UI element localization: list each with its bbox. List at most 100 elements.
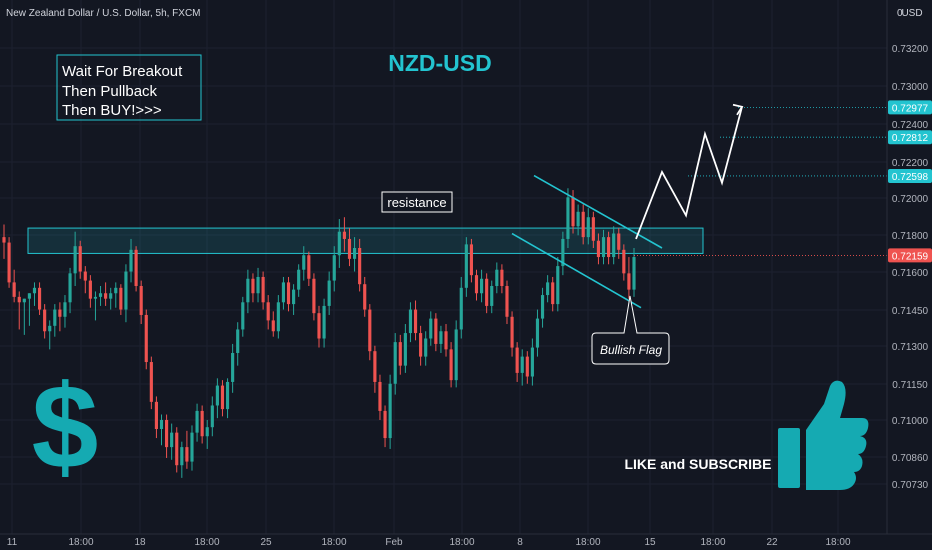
candle-body: [627, 273, 631, 290]
flag-upper-line: [533, 174, 663, 249]
resistance-label: resistance: [387, 195, 446, 210]
cta-label: LIKE and SUBSCRIBE: [624, 456, 771, 472]
x-tick-label: 18:00: [825, 537, 850, 548]
candle-body: [119, 287, 123, 310]
y-axis[interactable]: 0.73200 0.73000 0.72400 0.72200 0.72000 0.718…: [888, 44, 932, 491]
strategy-line-2: Then Pullback: [62, 83, 158, 100]
y-tick-label: 0.71800: [892, 231, 929, 242]
candle-body: [469, 244, 473, 276]
candle-body: [32, 287, 37, 294]
candle-body: [332, 255, 336, 281]
projected-arrowhead: [732, 103, 744, 116]
candle-body: [530, 347, 534, 377]
candle-body: [480, 278, 484, 294]
candle-body: [200, 410, 204, 437]
candle-body: [449, 349, 453, 381]
candles: [2, 188, 636, 478]
candle-body: [586, 217, 590, 238]
x-tick-label: 18:00: [700, 537, 725, 548]
candle-body: [566, 197, 570, 239]
x-tick-label: 18:00: [321, 537, 346, 548]
candle-body: [251, 278, 255, 294]
candle-body: [612, 233, 616, 258]
candle-body: [459, 287, 463, 330]
drawings: [511, 103, 887, 309]
strategy-box: [56, 54, 202, 121]
candle-body: [373, 351, 377, 382]
candle-body: [190, 432, 194, 462]
y-tick-label: 0.70860: [892, 453, 929, 464]
candle-body: [12, 282, 16, 297]
candle-body: [68, 273, 72, 303]
strategy-line-1: Wait For Breakout: [62, 63, 183, 80]
candle-body: [352, 247, 357, 259]
price-badge: [888, 248, 932, 263]
candle-body: [434, 318, 438, 344]
candle-body: [48, 325, 52, 332]
candle-body: [175, 432, 179, 466]
x-tick-label: 18:00: [575, 537, 600, 548]
candle-body: [510, 316, 514, 348]
resistance-label-box: [381, 191, 453, 213]
x-tick-label: 18:00: [194, 537, 219, 548]
y-tick-label: 0.72400: [892, 120, 929, 131]
candle-body: [601, 237, 606, 258]
candle-body: [581, 211, 585, 238]
candle-body: [485, 278, 489, 306]
candle-body: [363, 284, 367, 310]
candle-body: [93, 296, 98, 299]
flag-lower-line: [511, 232, 642, 309]
candle-body: [505, 286, 509, 317]
candle-body: [246, 278, 250, 303]
candle-body: [429, 318, 433, 339]
candle-body: [261, 276, 265, 303]
candle-body: [78, 246, 82, 272]
candle-body: [205, 427, 209, 437]
resistance-zone: [27, 227, 704, 254]
candle-body: [347, 238, 352, 259]
x-axis[interactable]: 11 18:00 18 18:00 25 18:00 Feb 18:00 8 18:00 15 18:…: [7, 537, 851, 548]
candle-body: [2, 237, 6, 243]
price-badge: [888, 100, 932, 115]
y-tick-label: 0.71000: [892, 416, 929, 427]
candle-body: [104, 293, 108, 299]
candle-body: [266, 302, 270, 321]
symbol-title: New Zealand Dollar / U.S. Dollar, 5h, FX…: [6, 8, 201, 19]
x-tick-label: 15: [644, 537, 656, 548]
candle-body: [500, 269, 504, 287]
price-badge-label: 0.72598: [892, 172, 929, 183]
candle-body: [114, 287, 118, 294]
candle-body: [292, 289, 296, 305]
candle-body: [317, 313, 321, 339]
x-tick-label: 18:00: [449, 537, 474, 548]
candle-body: [129, 249, 133, 272]
candle-body: [220, 385, 225, 410]
candle-body: [185, 447, 189, 462]
candle-body: [490, 286, 494, 306]
y-tick-label: 0.73000: [892, 82, 929, 93]
candle-body: [561, 238, 565, 267]
candle-body: [256, 276, 260, 294]
candle-body: [591, 217, 595, 241]
x-tick-label: 22: [766, 537, 778, 548]
candle-body: [88, 280, 92, 299]
candle-body: [398, 342, 402, 366]
candle-body: [617, 233, 621, 250]
candle-body: [281, 282, 286, 303]
candle-body: [454, 329, 458, 381]
strategy-line-3: Then BUY!>>>: [62, 102, 162, 119]
candle-body: [515, 347, 519, 373]
candle-body: [210, 405, 214, 428]
candle-body: [27, 293, 31, 299]
candle-body: [535, 318, 540, 348]
candle-body: [546, 282, 550, 296]
candle-body: [170, 432, 174, 448]
scale-mode-marker: 0: [897, 8, 903, 19]
candle-body: [342, 231, 346, 239]
candle-body: [231, 352, 235, 382]
candle-body: [368, 309, 372, 352]
candle-body: [180, 447, 184, 466]
candle-body: [388, 383, 392, 439]
candle-body: [73, 246, 77, 274]
